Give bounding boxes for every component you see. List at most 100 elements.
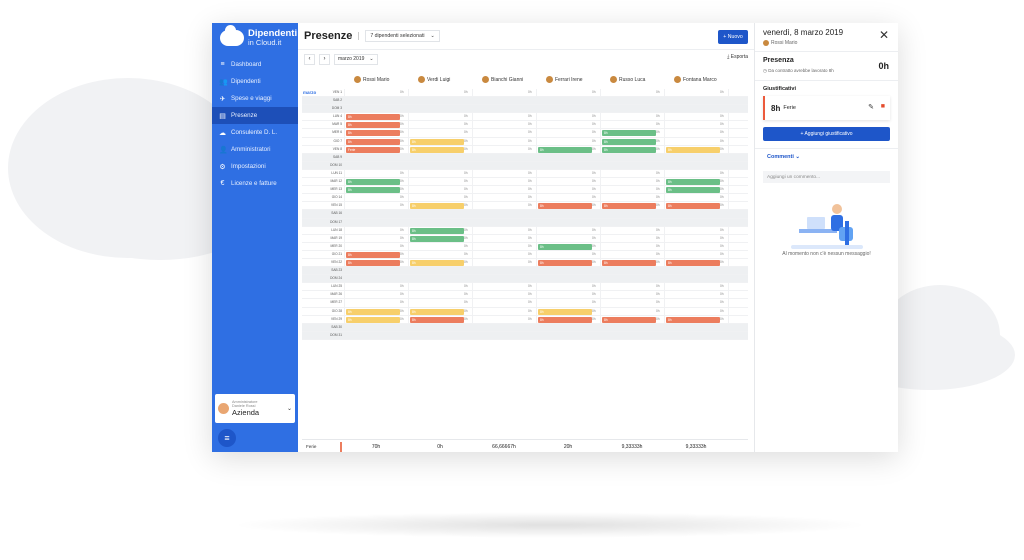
day-cell[interactable]: 0h: [400, 187, 404, 192]
day-cell[interactable]: 0h: [720, 130, 724, 135]
day-cell[interactable]: 0h: [464, 187, 468, 192]
day-cell[interactable]: 0h: [656, 170, 660, 175]
day-cell[interactable]: 0h: [400, 243, 404, 248]
day-cell[interactable]: 0h: [464, 146, 468, 151]
day-cell[interactable]: 0h: [592, 243, 596, 248]
attendance-bar[interactable]: 8h: [346, 114, 400, 121]
day-cell[interactable]: 0h: [400, 179, 404, 184]
day-cell[interactable]: 0h: [656, 138, 660, 143]
sidebar-item-impostazioni[interactable]: ⚙ Impostazioni: [212, 158, 298, 175]
day-cell[interactable]: 0h: [464, 235, 468, 240]
attendance-bar[interactable]: 8h: [602, 316, 656, 323]
attendance-bar[interactable]: 8h: [346, 122, 400, 129]
attendance-bar[interactable]: 8h: [538, 316, 592, 323]
day-cell[interactable]: 0h: [592, 292, 596, 297]
sidebar-item-presenze[interactable]: ▤ Presenze: [212, 107, 298, 124]
day-cell[interactable]: 0h: [592, 146, 596, 151]
day-cell[interactable]: 0h: [400, 138, 404, 143]
day-cell[interactable]: 0h: [656, 122, 660, 127]
attendance-bar[interactable]: 8h: [346, 179, 400, 186]
day-cell[interactable]: 0h: [464, 138, 468, 143]
day-cell[interactable]: 0h: [464, 227, 468, 232]
day-cell[interactable]: 0h: [720, 114, 724, 119]
day-cell[interactable]: 0h: [720, 203, 724, 208]
attendance-bar[interactable]: 8h: [602, 203, 656, 210]
sidebar-item-licenze-e-fatture[interactable]: € Licenze e fatture: [212, 175, 298, 192]
day-cell[interactable]: 0h: [656, 292, 660, 297]
attendance-bar[interactable]: 8h: [602, 146, 656, 153]
trash-icon[interactable]: ■: [880, 103, 885, 110]
attendance-bar[interactable]: 8h: [602, 259, 656, 266]
day-cell[interactable]: 0h: [592, 251, 596, 256]
day-cell[interactable]: 0h: [592, 138, 596, 143]
day-cell[interactable]: 0h: [464, 259, 468, 264]
day-cell[interactable]: 0h: [464, 292, 468, 297]
day-cell[interactable]: 0h: [464, 130, 468, 135]
day-cell[interactable]: 0h: [400, 235, 404, 240]
day-cell[interactable]: 0h: [656, 146, 660, 151]
day-cell[interactable]: 0h: [528, 284, 532, 289]
day-cell[interactable]: 0h: [656, 90, 660, 94]
attendance-bar[interactable]: 8h: [538, 203, 592, 210]
day-cell[interactable]: 0h: [592, 259, 596, 264]
employee-column-header[interactable]: Bianchi Gianni: [482, 76, 523, 83]
day-cell[interactable]: 0h: [400, 195, 404, 200]
day-cell[interactable]: 0h: [720, 243, 724, 248]
day-cell[interactable]: 0h: [592, 300, 596, 305]
day-cell[interactable]: 0h: [528, 122, 532, 127]
attendance-bar[interactable]: 8h: [346, 138, 400, 145]
day-cell[interactable]: 0h: [464, 300, 468, 305]
day-cell[interactable]: 0h: [592, 170, 596, 175]
attendance-bar[interactable]: 8h: [346, 308, 400, 315]
day-cell[interactable]: 0h: [656, 316, 660, 321]
sidebar-item-consulente-d-l[interactable]: ☁ Consulente D. L.: [212, 124, 298, 141]
day-cell[interactable]: 0h: [528, 114, 532, 119]
add-justification-button[interactable]: + Aggiungi giustificativo: [763, 127, 890, 141]
sidebar-item-amministratori[interactable]: 👤 Amministratori: [212, 141, 298, 158]
attendance-bar[interactable]: 8h: [410, 235, 464, 242]
day-cell[interactable]: 0h: [400, 114, 404, 119]
attendance-bar[interactable]: 8h: [410, 227, 464, 234]
attendance-bar[interactable]: 8h: [346, 251, 400, 258]
day-cell[interactable]: 0h: [592, 284, 596, 289]
month-select[interactable]: marzo 2019 ⌄: [334, 53, 378, 65]
day-cell[interactable]: 0h: [528, 235, 532, 240]
day-cell[interactable]: 0h: [400, 227, 404, 232]
day-cell[interactable]: 0h: [528, 203, 532, 208]
new-button[interactable]: + Nuovo: [718, 30, 748, 44]
sidebar-item-dashboard[interactable]: ≡ Dashboard: [212, 56, 298, 73]
day-cell[interactable]: 0h: [528, 170, 532, 175]
day-cell[interactable]: 0h: [528, 292, 532, 297]
day-cell[interactable]: 0h: [528, 187, 532, 192]
totals-row[interactable]: Ferie 70h 0h 66,66667h 20h 9,33333h 9,33333h: [302, 439, 748, 452]
day-cell[interactable]: 0h: [656, 251, 660, 256]
attendance-bar[interactable]: 8h: [410, 259, 464, 266]
day-cell[interactable]: 0h: [720, 251, 724, 256]
day-cell[interactable]: 0h: [720, 195, 724, 200]
day-cell[interactable]: 0h: [464, 203, 468, 208]
day-cell[interactable]: 0h: [464, 114, 468, 119]
export-button[interactable]: ⤓ Esporta: [727, 54, 748, 60]
day-cell[interactable]: 0h: [464, 308, 468, 313]
day-cell[interactable]: 0h: [720, 316, 724, 321]
attendance-bar[interactable]: 8h: [666, 179, 720, 186]
day-cell[interactable]: 0h: [528, 179, 532, 184]
prev-month-button[interactable]: ‹: [304, 53, 315, 65]
attendance-bar[interactable]: 8h: [410, 203, 464, 210]
day-cell[interactable]: 0h: [464, 179, 468, 184]
day-cell[interactable]: 0h: [592, 179, 596, 184]
day-cell[interactable]: 0h: [400, 122, 404, 127]
attendance-bar[interactable]: 8h: [602, 138, 656, 145]
day-cell[interactable]: 0h: [528, 227, 532, 232]
day-cell[interactable]: 0h: [592, 195, 596, 200]
day-cell[interactable]: 0h: [528, 300, 532, 305]
day-cell[interactable]: 0h: [656, 300, 660, 305]
day-cell[interactable]: 0h: [400, 130, 404, 135]
day-cell[interactable]: 0h: [656, 187, 660, 192]
day-cell[interactable]: 0h: [656, 130, 660, 135]
employee-column-header[interactable]: Verdi Luigi: [418, 76, 450, 83]
day-cell[interactable]: 0h: [656, 243, 660, 248]
attendance-bar[interactable]: 8h: [410, 316, 464, 323]
day-cell[interactable]: 0h: [592, 227, 596, 232]
employee-column-header[interactable]: Russo Luca: [610, 76, 645, 83]
